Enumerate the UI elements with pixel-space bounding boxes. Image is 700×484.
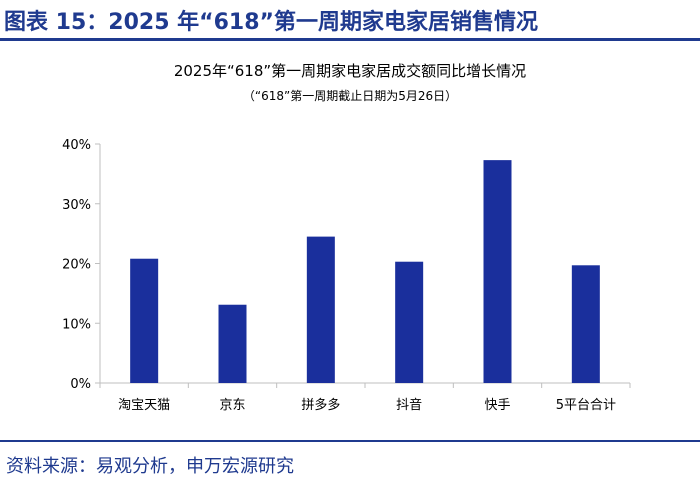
- header-divider: [0, 38, 700, 41]
- bar: [395, 261, 424, 383]
- x-tick-label: 5平台合计: [556, 398, 616, 413]
- x-tick-label: 淘宝天猫: [118, 398, 170, 413]
- x-tick-label: 京东: [219, 398, 245, 413]
- bar: [130, 258, 159, 383]
- footer-divider: [0, 440, 700, 442]
- y-tick-label: 30%: [62, 198, 91, 213]
- bar: [571, 265, 600, 383]
- figure-header: 图表 15：2025 年“618”第一周期家电家居销售情况: [0, 0, 700, 41]
- bar: [306, 236, 335, 383]
- figure-title: 图表 15：2025 年“618”第一周期家电家居销售情况: [4, 10, 539, 35]
- chart-subtitle: （“618”第一周期截止日期为5月26日）: [243, 89, 457, 103]
- source-note: 资料来源：易观分析，申万宏源研究: [6, 456, 294, 477]
- chart-container: 2025年“618”第一周期家电家居成交额同比增长情况 （“618”第一周期截止日…: [0, 44, 700, 440]
- bar-chart: 2025年“618”第一周期家电家居成交额同比增长情况 （“618”第一周期截止日…: [62, 62, 631, 413]
- bar: [218, 304, 247, 383]
- y-tick-label: 10%: [62, 317, 91, 332]
- y-tick-label: 0%: [70, 377, 91, 392]
- chart-title: 2025年“618”第一周期家电家居成交额同比增长情况: [174, 62, 526, 80]
- bar: [483, 160, 512, 383]
- y-tick-label: 40%: [62, 138, 91, 153]
- x-tick-label: 抖音: [396, 397, 422, 413]
- y-tick-label: 20%: [62, 258, 91, 273]
- x-tick-label: 拼多多: [301, 397, 340, 413]
- x-tick-label: 快手: [484, 398, 510, 413]
